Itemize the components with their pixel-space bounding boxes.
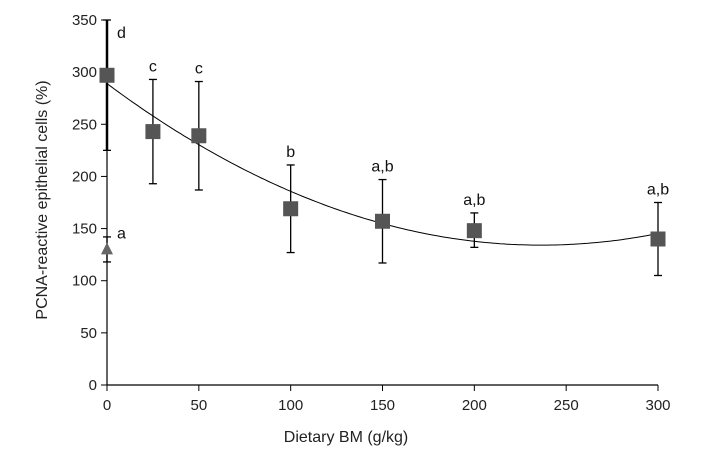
data-point-square (99, 67, 115, 83)
significance-label: d (117, 25, 126, 42)
x-tick-label: 250 (554, 397, 579, 414)
y-tick-label: 250 (72, 116, 97, 133)
data-point-triangle (101, 242, 113, 255)
data-point-square (650, 231, 666, 247)
data-point-square (283, 201, 299, 217)
data-point-square (466, 223, 482, 239)
significance-label: b (286, 144, 295, 161)
y-tick-label: 0 (89, 377, 97, 394)
y-tick-label: 150 (72, 221, 97, 238)
x-tick-label: 200 (462, 397, 487, 414)
significance-label: a,b (647, 182, 669, 199)
x-tick-label: 0 (103, 397, 111, 414)
y-axis-title: PCNA-reactive epithelial cells (%) (34, 80, 51, 319)
y-tick-label: 50 (80, 325, 97, 342)
y-tick-label: 200 (72, 168, 97, 185)
data-point-square (191, 128, 207, 144)
x-tick-label: 100 (278, 397, 303, 414)
plot-area: 0 50 100 150 200 250 300 350 0 50 100 150 200 250 300 d… (72, 12, 671, 414)
significance-label: c (195, 61, 203, 78)
x-axis-title: Dietary BM (g/kg) (284, 429, 408, 446)
significance-label: a,b (463, 192, 485, 209)
significance-label: a,b (371, 159, 393, 176)
y-tick-label: 350 (72, 12, 97, 29)
y-tick-label: 300 (72, 64, 97, 81)
significance-label: a (117, 225, 126, 242)
x-tick-label: 150 (370, 397, 395, 414)
y-tick-label: 100 (72, 273, 97, 290)
data-point-square (145, 124, 161, 140)
data-point-square (375, 213, 390, 229)
x-tick-label: 50 (190, 397, 207, 414)
significance-label: c (149, 58, 157, 75)
x-tick-label: 300 (645, 397, 670, 414)
